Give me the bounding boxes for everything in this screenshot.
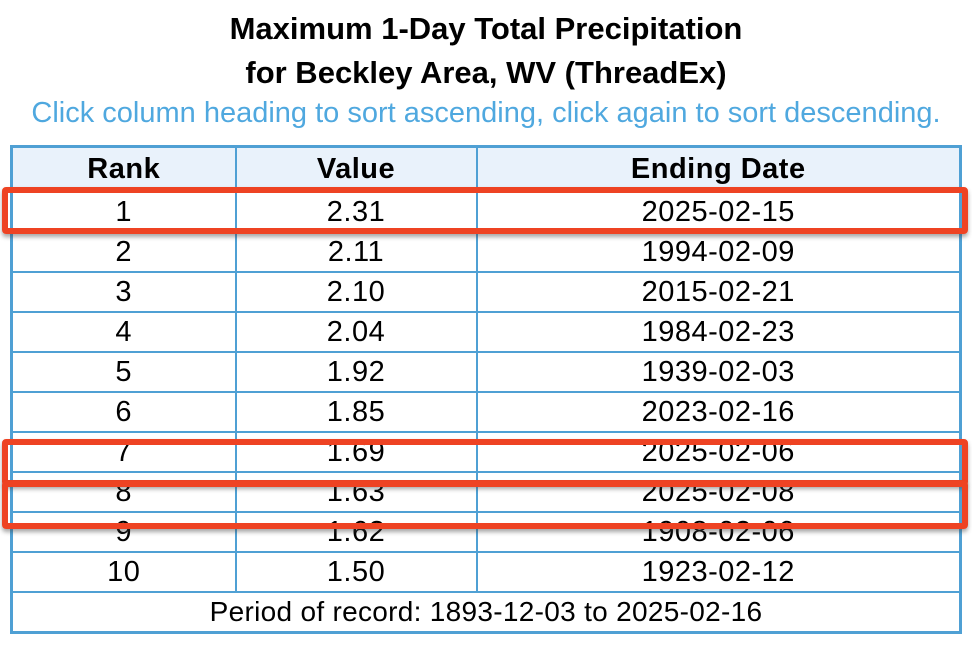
rank-cell: 7	[10, 431, 237, 473]
table-row: 4 2.04 1984-02-23	[10, 311, 962, 353]
rank-cell: 3	[10, 271, 237, 313]
page-title-line2: for Beckley Area, WV (ThreadEx)	[245, 55, 727, 90]
date-cell: 2025-02-06	[475, 431, 962, 473]
table-row: 8 1.63 2025-02-08	[10, 471, 962, 513]
page-title-line1: Maximum 1-Day Total Precipitation	[229, 11, 743, 46]
table-row: 6 1.85 2023-02-16	[10, 391, 962, 433]
date-cell: 1994-02-09	[475, 231, 962, 273]
page-title: Maximum 1-Day Total Precipitation for Be…	[0, 7, 972, 95]
table-row: 9 1.62 1908-02-06	[10, 511, 962, 553]
period-of-record: Period of record: 1893-12-03 to 2025-02-…	[10, 591, 962, 634]
rank-cell: 5	[10, 351, 237, 393]
rank-cell: 1	[10, 191, 237, 233]
rank-cell: 2	[10, 231, 237, 273]
rank-cell: 10	[10, 551, 237, 593]
table-header-row: Rank Value Ending Date	[10, 145, 962, 193]
value-cell: 1.85	[234, 391, 478, 433]
sort-instructions: Click column heading to sort ascending, …	[31, 97, 941, 129]
column-header-ending-date[interactable]: Ending Date	[475, 145, 962, 193]
column-header-rank[interactable]: Rank	[10, 145, 237, 193]
table-row: 2 2.11 1994-02-09	[10, 231, 962, 273]
value-cell: 1.92	[234, 351, 478, 393]
value-cell: 1.62	[234, 511, 478, 553]
rank-cell: 4	[10, 311, 237, 353]
date-cell: 2025-02-08	[475, 471, 962, 513]
date-cell: 1984-02-23	[475, 311, 962, 353]
precipitation-table: Rank Value Ending Date 1 2.31 2025-02-15…	[10, 145, 962, 634]
rank-cell: 6	[10, 391, 237, 433]
rank-cell: 8	[10, 471, 237, 513]
value-cell: 1.63	[234, 471, 478, 513]
table-row: 10 1.50 1923-02-12	[10, 551, 962, 593]
date-cell: 2025-02-15	[475, 191, 962, 233]
value-cell: 2.31	[234, 191, 478, 233]
date-cell: 2023-02-16	[475, 391, 962, 433]
value-cell: 2.10	[234, 271, 478, 313]
value-cell: 2.04	[234, 311, 478, 353]
table-row: 1 2.31 2025-02-15	[10, 191, 962, 233]
table-row: 5 1.92 1939-02-03	[10, 351, 962, 393]
table-row: 3 2.10 2015-02-21	[10, 271, 962, 313]
date-cell: 1939-02-03	[475, 351, 962, 393]
value-cell: 1.50	[234, 551, 478, 593]
date-cell: 2015-02-21	[475, 271, 962, 313]
date-cell: 1923-02-12	[475, 551, 962, 593]
column-header-value[interactable]: Value	[234, 145, 478, 193]
value-cell: 2.11	[234, 231, 478, 273]
rank-cell: 9	[10, 511, 237, 553]
date-cell: 1908-02-06	[475, 511, 962, 553]
table-footer-row: Period of record: 1893-12-03 to 2025-02-…	[10, 591, 962, 634]
table-row: 7 1.69 2025-02-06	[10, 431, 962, 473]
value-cell: 1.69	[234, 431, 478, 473]
